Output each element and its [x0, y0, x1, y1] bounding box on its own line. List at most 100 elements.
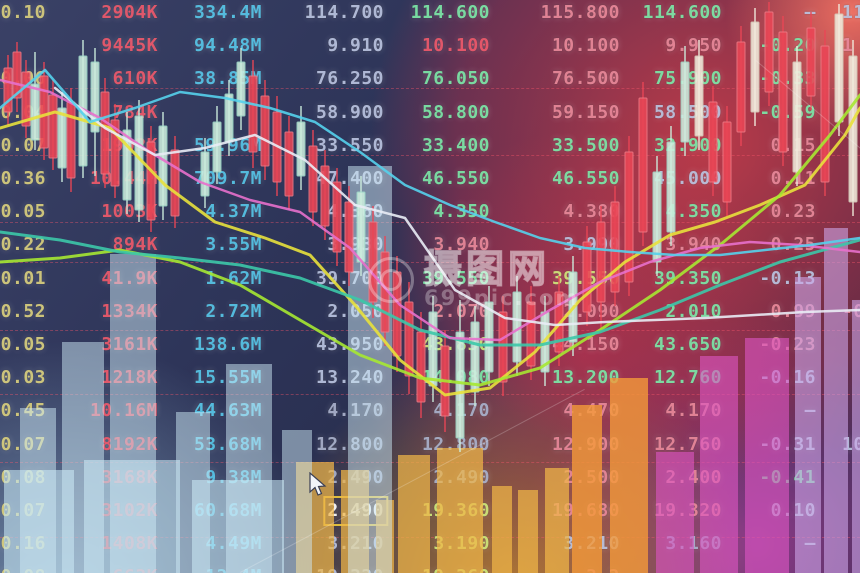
- volume-bar: [824, 228, 848, 573]
- quote-cell: 43.650: [653, 334, 722, 355]
- quote-cell: 9445K: [101, 35, 158, 57]
- candlestick: [680, 61, 690, 143]
- quote-cell: 0.05: [0, 334, 46, 355]
- quote-cell: 58.900: [315, 101, 384, 123]
- candlestick: [455, 331, 465, 439]
- candlestick: [48, 94, 58, 159]
- candlestick: [224, 93, 234, 143]
- volume-bar: [492, 486, 512, 573]
- candlestick: [170, 149, 180, 217]
- quote-cell: 4.37M: [205, 201, 262, 223]
- candlestick: [694, 55, 704, 137]
- candlestick: [284, 131, 294, 197]
- quote-cell: 114.700: [304, 2, 384, 23]
- quote-cell: 59.96M: [193, 134, 262, 156]
- candlestick: [308, 145, 318, 213]
- volume-bar: [852, 300, 860, 573]
- volume-bar-tall: [176, 412, 210, 573]
- volume-bar: [398, 455, 430, 573]
- candlestick: [368, 221, 378, 303]
- quote-cell: 138.6M: [193, 334, 262, 355]
- candlestick: [792, 61, 802, 173]
- grid-separator-line: [0, 88, 860, 89]
- volume-bar: [745, 338, 789, 573]
- quote-cell: —: [805, 2, 816, 24]
- candlestick: [470, 321, 480, 393]
- candlestick: [404, 301, 414, 377]
- candlestick: [652, 171, 662, 263]
- grid-separator-line: [0, 222, 860, 223]
- candlestick: [750, 21, 760, 113]
- grid-separator-line: [0, 262, 860, 263]
- quote-cell: 3.940: [433, 234, 490, 256]
- quote-cell: 58.800: [421, 101, 490, 123]
- quote-cell: 0.01: [0, 267, 46, 289]
- quote-cell: 11: [842, 2, 860, 23]
- candlestick: [57, 107, 67, 169]
- quote-cell: 2.72M: [205, 300, 262, 322]
- ma-teal: [0, 230, 860, 347]
- candlestick: [39, 75, 49, 149]
- candlestick: [834, 13, 844, 123]
- quote-cell: 0.05: [0, 201, 46, 223]
- candlestick: [582, 241, 592, 313]
- candlestick: [498, 311, 508, 383]
- quote-cell: 0.03: [0, 367, 46, 389]
- quote-cell: 3.55M: [205, 234, 262, 256]
- quote-cell: 10.100: [421, 35, 490, 57]
- quote-cell: 76.250: [315, 68, 384, 90]
- candlestick: [428, 311, 438, 387]
- candlestick: [212, 121, 222, 173]
- volume-bar: [656, 452, 694, 573]
- volume-bar-tall: [282, 430, 312, 573]
- candlestick: [610, 201, 620, 293]
- candlestick: [820, 45, 830, 183]
- candlestick: [12, 51, 22, 99]
- quote-cell: 334.4M: [193, 2, 262, 23]
- candlestick: [332, 181, 342, 253]
- quote-cell: 1.62M: [205, 267, 262, 289]
- candlestick: [526, 301, 536, 367]
- candlestick: [392, 271, 402, 357]
- candlestick: [778, 31, 788, 153]
- quote-cell: 94.48M: [193, 35, 262, 57]
- quote-cell: 4.350: [665, 201, 722, 223]
- candlestick: [236, 61, 246, 117]
- quote-cell: 4.350: [433, 201, 490, 223]
- candlestick: [806, 27, 816, 97]
- quote-cell: 3.2: [586, 566, 620, 573]
- volume-bar: [572, 405, 602, 573]
- quote-cell: 33.500: [551, 134, 620, 156]
- quote-cell: 784K: [112, 101, 158, 123]
- volume-bar: [795, 277, 821, 573]
- candlestick: [666, 141, 676, 233]
- volume-bar-tall: [20, 408, 56, 573]
- candlestick: [3, 67, 13, 113]
- ma-white: [53, 86, 860, 327]
- ma-magenta: [0, 78, 860, 342]
- quote-cell: 114.600: [410, 2, 490, 23]
- candlestick: [21, 71, 31, 127]
- candlestick: [708, 101, 718, 183]
- candlestick: [260, 95, 270, 167]
- candlestick: [146, 141, 156, 221]
- quote-cell: 3.940: [665, 234, 722, 256]
- quote-cell: 9.950: [665, 35, 722, 57]
- ma-cyan: [0, 68, 860, 257]
- volume-bar: [437, 448, 483, 573]
- quote-cell: 33.400: [421, 134, 490, 156]
- mouse-cursor: [309, 472, 327, 496]
- quote-cell: 1: [842, 35, 854, 57]
- quote-cell: 13.200: [551, 367, 620, 389]
- candlestick: [848, 55, 858, 203]
- candlestick: [638, 97, 648, 233]
- quote-cell: 0.10: [0, 2, 46, 23]
- quote-cell: 59.150: [551, 101, 620, 123]
- volume-bar: [700, 356, 738, 573]
- candlestick: [158, 125, 168, 207]
- candlestick: [764, 11, 774, 93]
- candlestick: [200, 151, 210, 197]
- candlestick: [596, 221, 606, 303]
